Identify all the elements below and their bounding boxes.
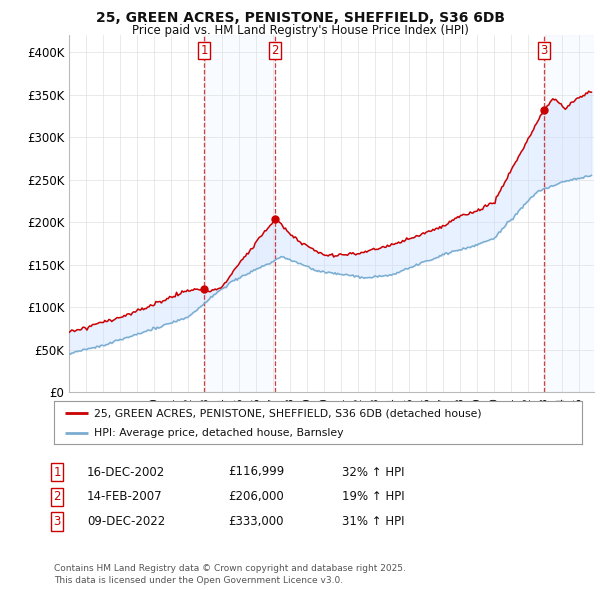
Text: 31% ↑ HPI: 31% ↑ HPI — [342, 515, 404, 528]
Text: £206,000: £206,000 — [228, 490, 284, 503]
Text: 09-DEC-2022: 09-DEC-2022 — [87, 515, 165, 528]
Text: 1: 1 — [200, 44, 208, 57]
Text: Contains HM Land Registry data © Crown copyright and database right 2025.
This d: Contains HM Land Registry data © Crown c… — [54, 565, 406, 585]
Text: 14-FEB-2007: 14-FEB-2007 — [87, 490, 163, 503]
Text: 32% ↑ HPI: 32% ↑ HPI — [342, 466, 404, 478]
Text: 25, GREEN ACRES, PENISTONE, SHEFFIELD, S36 6DB (detached house): 25, GREEN ACRES, PENISTONE, SHEFFIELD, S… — [94, 408, 481, 418]
Text: 3: 3 — [53, 515, 61, 528]
Text: HPI: Average price, detached house, Barnsley: HPI: Average price, detached house, Barn… — [94, 428, 343, 438]
Text: 3: 3 — [540, 44, 547, 57]
Text: 2: 2 — [53, 490, 61, 503]
Text: 19% ↑ HPI: 19% ↑ HPI — [342, 490, 404, 503]
Text: 1: 1 — [53, 466, 61, 478]
Bar — [204, 35, 275, 392]
Bar — [544, 35, 594, 392]
Text: 25, GREEN ACRES, PENISTONE, SHEFFIELD, S36 6DB: 25, GREEN ACRES, PENISTONE, SHEFFIELD, S… — [95, 11, 505, 25]
Text: 16-DEC-2002: 16-DEC-2002 — [87, 466, 165, 478]
Text: 2: 2 — [271, 44, 278, 57]
Text: £333,000: £333,000 — [228, 515, 284, 528]
Text: £116,999: £116,999 — [228, 466, 284, 478]
Text: Price paid vs. HM Land Registry's House Price Index (HPI): Price paid vs. HM Land Registry's House … — [131, 24, 469, 37]
